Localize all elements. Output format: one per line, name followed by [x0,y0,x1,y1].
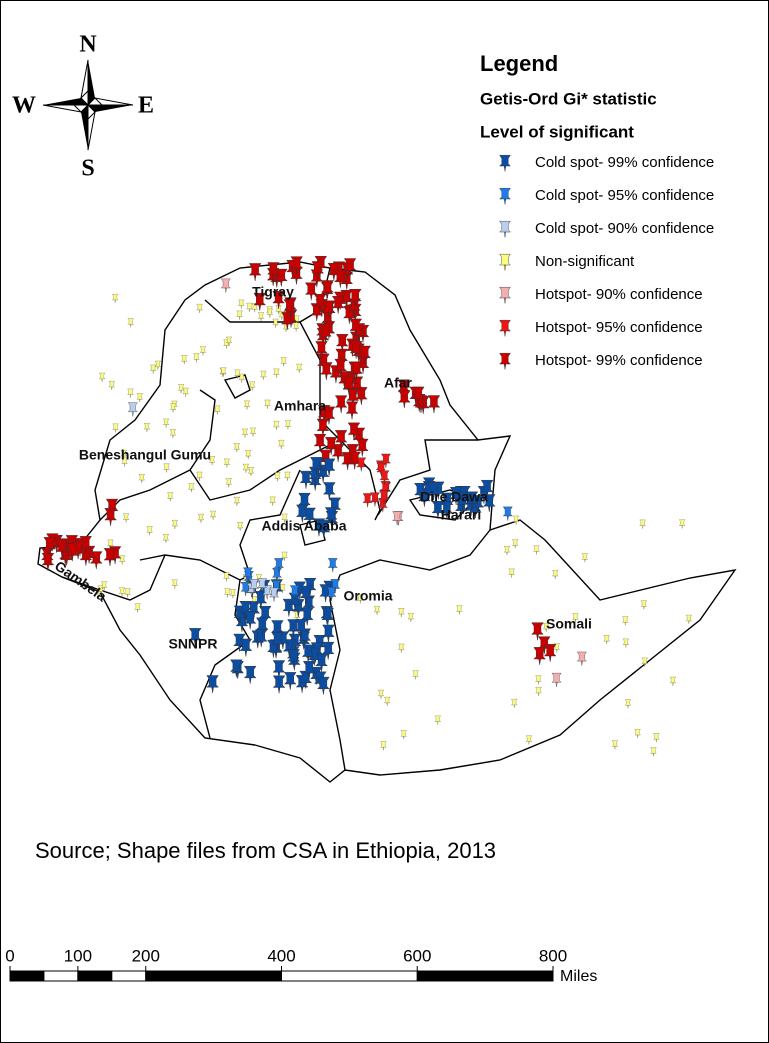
legend-label: Hotspot- 99% confidence [535,352,703,369]
compass-north: N [79,32,97,58]
region-label: Amhara [274,398,326,414]
legend-label: Cold spot- 95% confidence [535,187,714,204]
legend-heading: Level of significant [480,122,634,141]
legend-label: Hotspot- 95% confidence [535,319,703,336]
legend-label: Hotspot- 90% confidence [535,286,703,303]
scale-label: 200 [132,946,160,965]
region-label: Addis Ababa [261,518,346,534]
legend-label: Non-significant [535,253,635,270]
scale-unit: Miles [560,968,597,985]
region-label: Oromia [343,588,392,604]
region-label: Beneshangul Gumu [79,447,211,463]
scale-segment [77,970,113,982]
scale-segment [145,970,282,982]
scale-label: 400 [267,946,295,965]
region-label: Harari [441,507,481,523]
region-label: SNNPR [168,636,217,652]
source-note: Source; Shape files from CSA in Ethiopia… [35,838,496,863]
scale-segment [281,970,418,982]
scale-label: 800 [539,946,567,965]
legend-label: Cold spot- 99% confidence [535,154,714,171]
compass-rose [42,59,134,151]
region-label: Dire Dawa [420,489,488,505]
scale-segment [43,970,79,982]
scale-segment [9,970,45,982]
legend-title: Legend [480,51,558,76]
compass-west: W [12,93,36,119]
region-label: Tigray [252,284,294,300]
scale-label: 100 [64,946,92,965]
compass-south: S [81,156,94,182]
legend-subtitle: Getis-Ord Gi* statistic [480,89,657,108]
region-label: Afar [384,375,413,391]
compass-east: E [138,93,154,119]
region-label: Somali [546,616,592,632]
scale-label: 0 [5,946,14,965]
scale-segment [111,970,147,982]
legend-label: Cold spot- 90% confidence [535,220,714,237]
ethiopia-map [37,261,737,783]
scale-label: 600 [403,946,431,965]
scale-segment [416,970,554,982]
